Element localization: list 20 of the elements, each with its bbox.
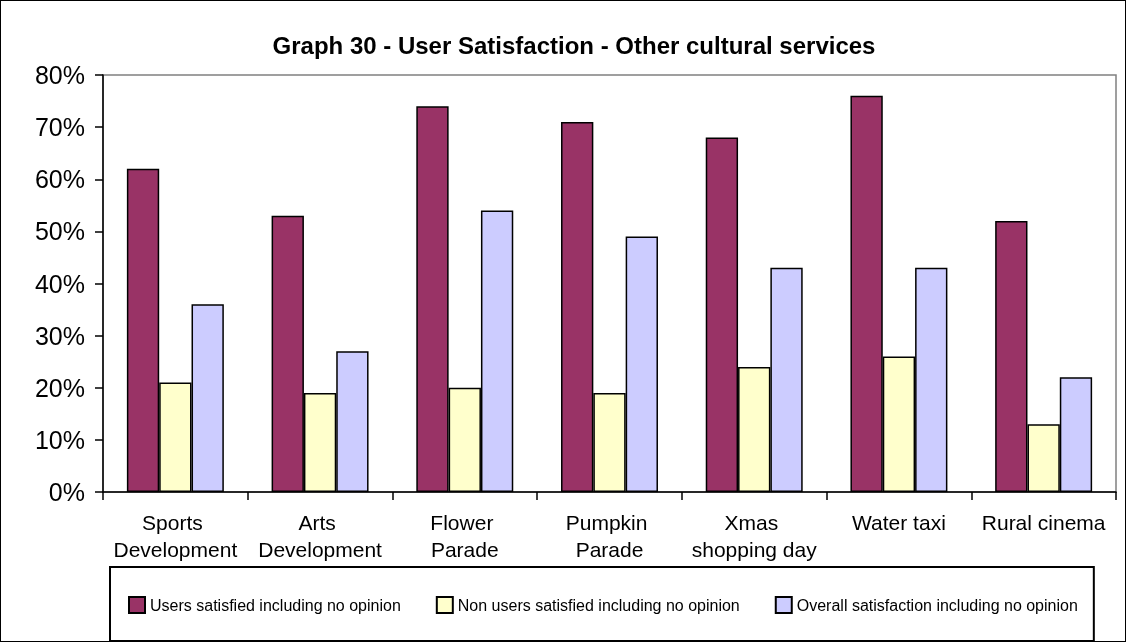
- y-tick-label: 0%: [48, 478, 85, 506]
- legend-label: Overall satisfaction including no opinion: [796, 596, 1078, 614]
- y-tick-label: 10%: [34, 425, 85, 454]
- x-tick-label: Xmas shopping day: [691, 511, 818, 561]
- x-tick-label: Arts Development: [258, 511, 383, 561]
- x-tick-label: Sports Development: [113, 511, 238, 561]
- chart-title: Graph 30 - User Satisfaction - Other cultural services: [272, 31, 876, 59]
- legend-label: Non users satisfied including no opinion: [457, 596, 740, 614]
- x-tick-label: Pumpkin Parade: [565, 511, 654, 561]
- y-tick-label: 50%: [34, 217, 85, 246]
- y-tick-label: 60%: [34, 165, 85, 194]
- x-tick-label: Water taxi: [852, 511, 946, 534]
- y-tick-label: 70%: [34, 113, 85, 142]
- y-tick-label: 40%: [34, 269, 85, 298]
- y-tick-label: 20%: [34, 373, 85, 402]
- y-tick-label: 30%: [34, 321, 85, 350]
- x-tick-label: Rural cinema: [981, 511, 1106, 534]
- legend-label: Users satisfied including no opinion: [150, 596, 401, 614]
- y-tick-label: 80%: [34, 61, 85, 89]
- x-tick-label: Flower Parade: [430, 511, 500, 561]
